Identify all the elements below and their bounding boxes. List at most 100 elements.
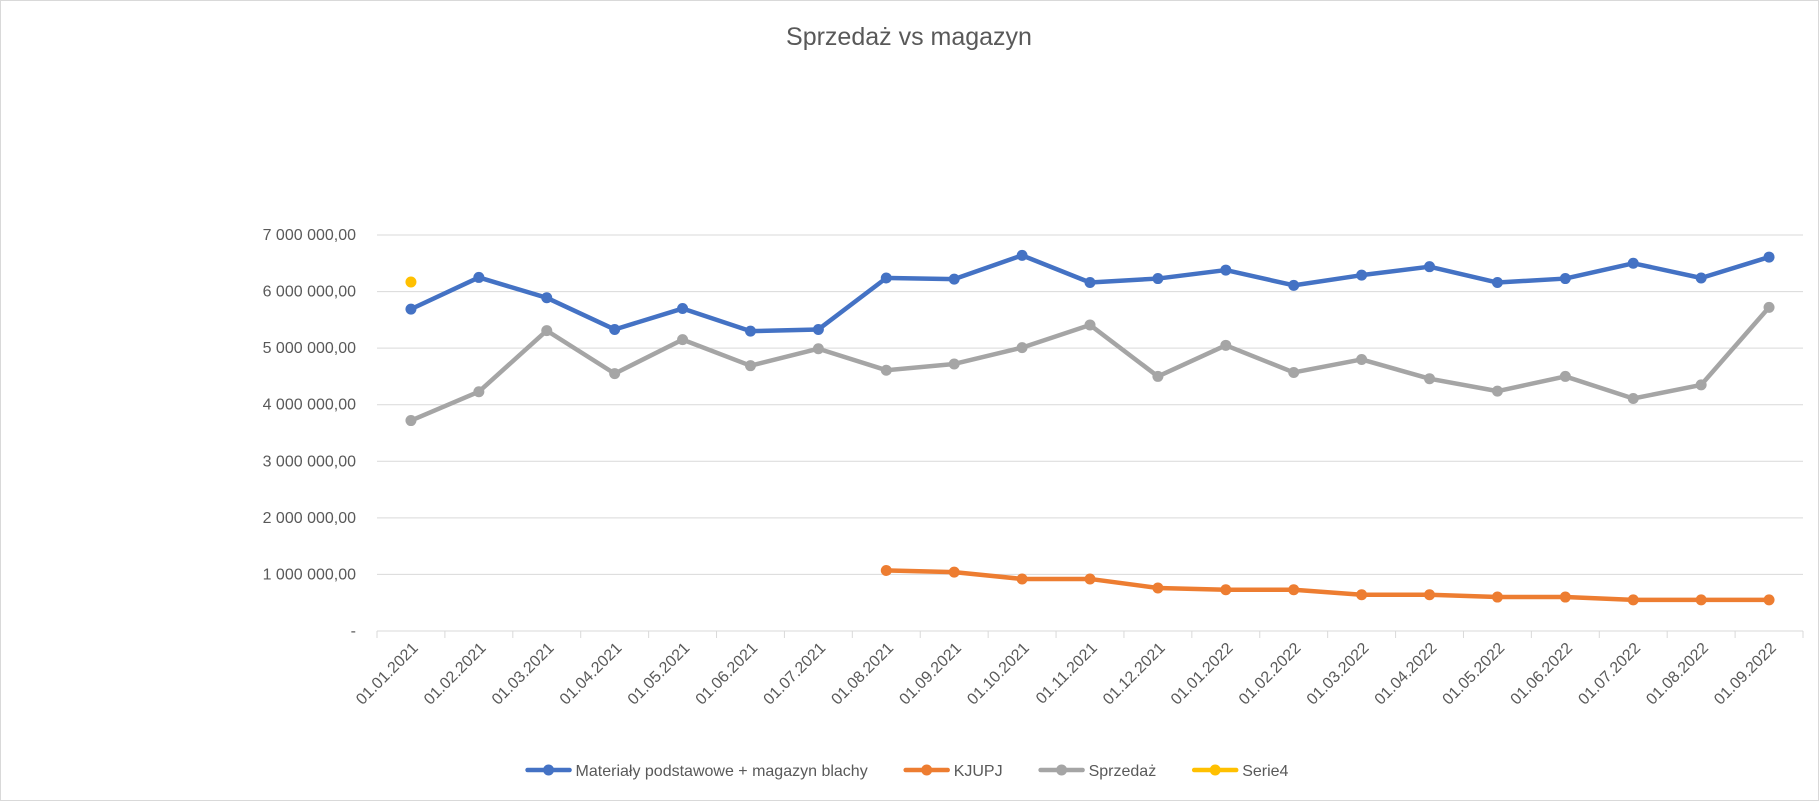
x-tick-label: 01.01.2021 — [353, 640, 422, 709]
y-axis-tick-labels: - 1 000 000,00 2 000 000,00 3 000 000,00 4 0… — [263, 227, 357, 640]
data-point — [1356, 353, 1368, 365]
legend-marker — [543, 764, 555, 776]
y-tick-label: 4 000 000,00 — [263, 397, 357, 414]
data-point — [1627, 257, 1639, 269]
chart-title: Sprzedaż vs magazyn — [786, 23, 1032, 51]
x-tick-label: 01.05.2022 — [1440, 640, 1509, 709]
data-point — [1627, 594, 1639, 606]
legend-label: Sprzedaż — [1089, 763, 1157, 780]
data-point — [1424, 373, 1436, 385]
legend-label: Materiały podstawowe + magazyn blachy — [576, 763, 868, 780]
legend[interactable]: Materiały podstawowe + magazyn blachy KJU… — [525, 763, 1289, 780]
data-point — [1559, 591, 1571, 603]
legend-item[interactable]: KJUPJ — [903, 763, 1003, 780]
legend-label: Serie4 — [1242, 763, 1288, 780]
data-point — [948, 358, 960, 370]
x-tick-label: 01.10.2021 — [964, 640, 1033, 709]
data-point — [405, 415, 417, 427]
y-tick-label: 7 000 000,00 — [263, 227, 357, 244]
y-tick-label: - — [351, 623, 356, 640]
data-point — [473, 271, 485, 283]
legend-label: KJUPJ — [954, 763, 1003, 780]
data-point — [744, 325, 756, 337]
data-point — [1356, 589, 1368, 601]
data-point — [812, 343, 824, 355]
x-tick-label: 01.08.2021 — [828, 640, 897, 709]
data-point — [677, 334, 689, 346]
data-point — [677, 303, 689, 315]
series-2 — [405, 301, 1775, 427]
x-tick-label: 01.07.2021 — [761, 640, 830, 709]
data-point — [1220, 264, 1232, 276]
data-point — [1220, 339, 1232, 351]
data-point — [1288, 279, 1300, 291]
data-point — [948, 273, 960, 285]
data-point — [1491, 591, 1503, 603]
data-point — [744, 360, 756, 372]
data-point — [541, 292, 553, 304]
x-tick-label: 01.04.2021 — [557, 640, 626, 709]
x-tick-label: 01.04.2022 — [1372, 640, 1441, 709]
data-point — [473, 386, 485, 398]
series-3 — [405, 276, 417, 288]
x-tick-label: 01.01.2022 — [1168, 640, 1237, 709]
x-tick-label: 01.09.2021 — [896, 640, 965, 709]
data-point — [1152, 582, 1164, 594]
data-point — [1491, 277, 1503, 289]
x-tick-label: 01.07.2022 — [1575, 640, 1644, 709]
series-1 — [880, 564, 1775, 606]
y-tick-label: 2 000 000,00 — [263, 510, 357, 527]
data-point — [1016, 342, 1028, 354]
x-tick-label: 01.12.2021 — [1100, 640, 1169, 709]
legend-item[interactable]: Sprzedaż — [1038, 763, 1157, 780]
legend-marker — [921, 764, 933, 776]
legend-marker — [1056, 764, 1068, 776]
x-tick-label: 01.02.2021 — [421, 640, 490, 709]
data-point — [1084, 277, 1096, 289]
data-point — [880, 564, 892, 576]
data-point — [1084, 573, 1096, 585]
data-point — [1763, 594, 1775, 606]
data-point — [1016, 573, 1028, 585]
data-point — [405, 276, 417, 288]
y-tick-label: 5 000 000,00 — [263, 340, 357, 357]
data-point — [1695, 272, 1707, 284]
data-point — [1016, 249, 1028, 261]
data-point — [1084, 319, 1096, 331]
data-point — [1763, 251, 1775, 263]
data-point — [1288, 366, 1300, 378]
data-point — [1424, 589, 1436, 601]
data-point — [1220, 584, 1232, 596]
legend-item[interactable]: Serie4 — [1191, 763, 1289, 780]
data-point — [1627, 392, 1639, 404]
y-tick-label: 3 000 000,00 — [263, 453, 357, 470]
data-point — [1288, 584, 1300, 596]
legend-item[interactable]: Materiały podstawowe + magazyn blachy — [525, 763, 868, 780]
x-tick-label: 01.05.2021 — [625, 640, 694, 709]
data-point — [1424, 261, 1436, 273]
data-point — [1695, 594, 1707, 606]
data-point — [1559, 370, 1571, 382]
x-tick-label: 01.03.2021 — [489, 640, 558, 709]
y-tick-label: 6 000 000,00 — [263, 284, 357, 301]
x-tick-label: 01.02.2022 — [1236, 640, 1305, 709]
data-point — [609, 368, 621, 380]
data-point — [1491, 385, 1503, 397]
gridlines — [377, 234, 1803, 575]
series-line — [884, 568, 1772, 603]
x-tick-label: 01.06.2021 — [693, 640, 762, 709]
data-point — [1695, 379, 1707, 391]
y-tick-label: 1 000 000,00 — [263, 566, 357, 583]
series-0 — [405, 249, 1775, 337]
data-point — [1763, 301, 1775, 313]
x-tick-label: 01.06.2022 — [1508, 640, 1577, 709]
data-point — [1559, 273, 1571, 285]
data-point — [1152, 370, 1164, 382]
series-group — [405, 249, 1775, 606]
data-point — [1356, 269, 1368, 281]
x-tick-label: 01.09.2022 — [1711, 640, 1780, 709]
x-axis: 01.01.2021 01.02.2021 01.03.2021 01.04.2021… — [353, 630, 1804, 709]
data-point — [541, 325, 553, 337]
data-point — [880, 272, 892, 284]
legend-marker — [1209, 764, 1221, 776]
